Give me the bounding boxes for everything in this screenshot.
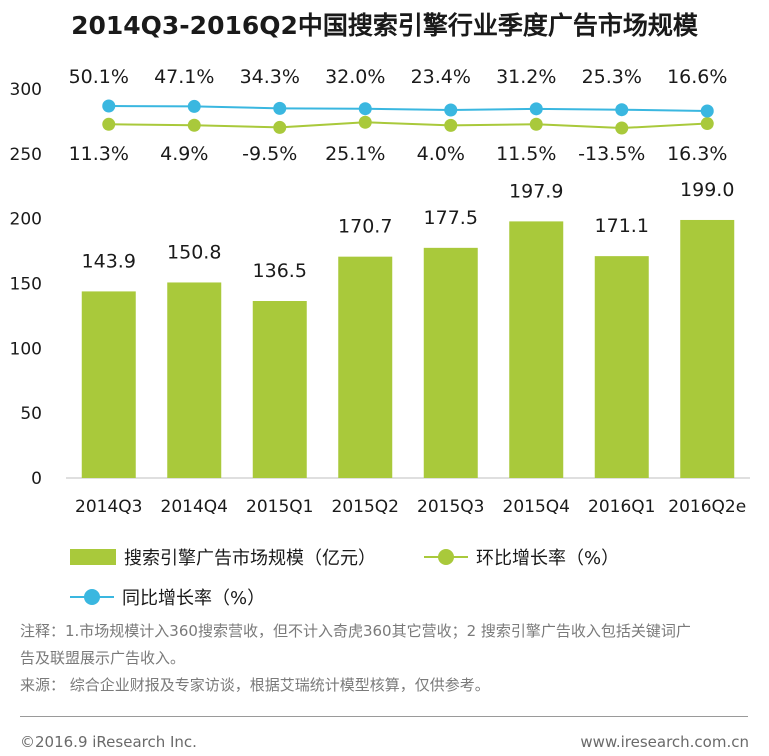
- y-tick-label: 50: [20, 404, 42, 424]
- yoy-label: 31.2%: [496, 66, 556, 88]
- legend-swatch-bar: [70, 549, 116, 565]
- note-line-2: 告及联盟展示广告收入。: [20, 649, 186, 667]
- bar: [423, 247, 478, 478]
- bar-value-label: 170.7: [338, 216, 392, 238]
- qoq-point: [273, 120, 287, 134]
- x-tick-label: 2014Q4: [161, 497, 228, 517]
- yoy-label: 34.3%: [240, 66, 300, 88]
- qoq-point: [615, 121, 629, 135]
- qoq-label: 25.1%: [325, 143, 385, 165]
- legend-item-market-size: 搜索引擎广告市场规模（亿元）: [70, 544, 376, 570]
- qoq-point: [358, 115, 372, 129]
- yoy-point: [187, 99, 201, 113]
- yoy-label: 23.4%: [411, 66, 471, 88]
- footer-website: www.iresearch.com.cn: [580, 733, 749, 751]
- qoq-label: -9.5%: [242, 143, 297, 165]
- yoy-label: 50.1%: [69, 66, 129, 88]
- qoq-label: -13.5%: [578, 143, 645, 165]
- qoq-label: 11.3%: [69, 143, 129, 165]
- bar: [167, 282, 222, 478]
- bar-value-label: 143.9: [82, 250, 136, 272]
- qoq-point: [187, 118, 201, 132]
- yoy-label: 25.3%: [582, 66, 642, 88]
- qoq-label: 4.9%: [160, 143, 208, 165]
- x-tick-label: 2016Q1: [588, 497, 655, 517]
- yoy-point: [273, 101, 287, 115]
- qoq-label: 4.0%: [417, 143, 465, 165]
- chart: 0 50 100 150 200 250 300 143.9 150.8 136.5 170.7 17…: [10, 66, 750, 517]
- y-tick-label: 150: [10, 275, 42, 295]
- legend-swatch-yoy: [70, 589, 114, 605]
- yoy-point: [700, 104, 714, 118]
- note-line-1: 注释：1.市场规模计入360搜索营收，但不计入奇虎360其它营收；2 搜索引擎广…: [20, 622, 691, 640]
- qoq-point: [700, 117, 714, 131]
- legend-swatch-qoq: [424, 549, 468, 565]
- bar: [81, 291, 136, 478]
- footer-divider: [20, 716, 748, 717]
- bar-value-label: 150.8: [167, 241, 221, 263]
- x-tick-label: 2015Q2: [332, 497, 399, 517]
- qoq-line: [108, 121, 708, 130]
- x-tick-label: 2016Q2e: [668, 497, 746, 517]
- y-tick-label: 0: [31, 469, 42, 489]
- yoy-point: [358, 102, 372, 116]
- legend-label-qoq: 环比增长率（%）: [476, 548, 620, 569]
- x-tick-label: 2015Q1: [246, 497, 313, 517]
- yoy-line: [108, 104, 708, 113]
- qoq-point: [444, 118, 458, 132]
- x-tick-label: 2015Q4: [503, 497, 570, 517]
- bar: [509, 221, 564, 479]
- qoq-point: [102, 117, 116, 131]
- yoy-label: 16.6%: [667, 66, 727, 88]
- bar-value-label: 136.5: [253, 260, 307, 282]
- bar: [680, 219, 735, 479]
- bar: [338, 256, 393, 478]
- notes: 注释：1.市场规模计入360搜索营收，但不计入奇虎360其它营收；2 搜索引擎广…: [20, 618, 768, 699]
- legend-item-yoy: 同比增长率（%）: [70, 584, 265, 610]
- legend-label-market-size: 搜索引擎广告市场规模（亿元）: [124, 548, 376, 569]
- y-tick-label: 100: [10, 339, 42, 359]
- x-tick-label: 2015Q3: [417, 497, 484, 517]
- bar-value-label: 199.0: [680, 179, 734, 201]
- source-line: 来源： 综合企业财报及专家访谈，根据艾瑞统计模型核算，仅供参考。: [20, 676, 490, 694]
- yoy-point: [444, 103, 458, 117]
- yoy-point: [102, 99, 116, 113]
- bar-value-label: 197.9: [509, 180, 563, 202]
- footer-copyright: ©2016.9 iResearch Inc.: [20, 733, 197, 751]
- qoq-point: [529, 117, 543, 131]
- bar: [594, 256, 649, 478]
- yoy-point: [529, 102, 543, 116]
- x-tick-label: 2014Q3: [75, 497, 142, 517]
- y-tick-label: 300: [10, 80, 42, 100]
- y-tick-label: 250: [10, 145, 42, 165]
- yoy-label: 47.1%: [154, 66, 214, 88]
- legend-item-qoq: 环比增长率（%）: [424, 544, 619, 570]
- y-tick-label: 200: [10, 210, 42, 230]
- bar-value-label: 177.5: [424, 207, 478, 229]
- chart-title: 2014Q3-2016Q2中国搜索引擎行业季度广告市场规模: [71, 11, 698, 40]
- qoq-label: 16.3%: [667, 143, 727, 165]
- yoy-label: 32.0%: [325, 66, 385, 88]
- legend-label-yoy: 同比增长率（%）: [122, 588, 266, 609]
- qoq-label: 11.5%: [496, 143, 556, 165]
- yoy-point: [615, 103, 629, 117]
- bar-value-label: 171.1: [595, 215, 649, 237]
- bar: [252, 301, 307, 478]
